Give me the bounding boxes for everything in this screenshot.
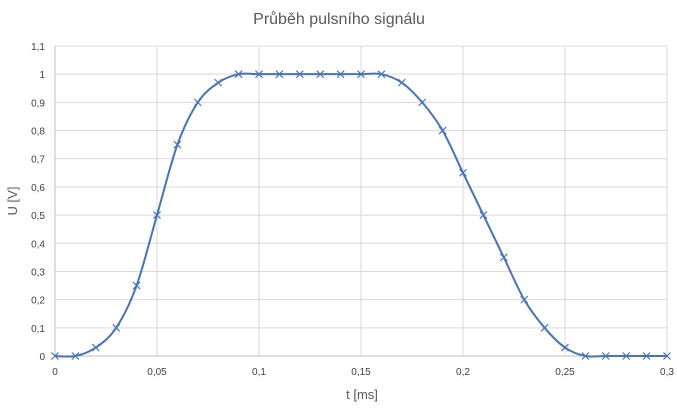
- data-point: [459, 168, 467, 177]
- data-point: [601, 352, 610, 360]
- data-point-stroke: [561, 343, 569, 352]
- y-tick-label: 1,1: [31, 42, 45, 53]
- data-point: [112, 323, 121, 332]
- data-point-stroke: [91, 343, 100, 352]
- data-point: [214, 78, 223, 87]
- y-tick-label: 0,2: [31, 296, 45, 307]
- data-point: [173, 140, 182, 149]
- data-point-stroke: [112, 323, 121, 332]
- data-point: [357, 70, 365, 79]
- x-tick-label: 0,2: [456, 367, 470, 378]
- data-point-stroke: [479, 211, 488, 220]
- data-point: [336, 70, 345, 79]
- data-point: [91, 343, 100, 352]
- x-tick-label: 0,25: [555, 367, 575, 378]
- y-tick-label: 0,8: [31, 127, 45, 138]
- data-point: [540, 323, 549, 332]
- data-point-stroke: [295, 70, 304, 79]
- data-point: [397, 78, 406, 87]
- data-point-stroke: [663, 352, 671, 360]
- y-tick-label: 0,3: [31, 267, 45, 278]
- data-point-stroke: [418, 98, 427, 107]
- data-point: [622, 352, 631, 360]
- data-point: [642, 352, 651, 360]
- data-point-stroke: [71, 352, 80, 360]
- data-point-stroke: [173, 140, 182, 149]
- data-point: [153, 211, 161, 220]
- data-point: [71, 352, 80, 360]
- data-point: [132, 281, 141, 290]
- x-tick-labels: 0 0,05 0,1 0,15 0,2 0,25 0,3: [52, 367, 674, 378]
- x-tick-label: 0,15: [351, 367, 371, 378]
- data-point-stroke: [377, 70, 386, 79]
- y-tick-label: 1: [39, 70, 45, 81]
- data-point-stroke: [357, 70, 365, 79]
- data-point-stroke: [642, 352, 651, 360]
- data-point-stroke: [275, 70, 284, 79]
- data-point-stroke: [581, 352, 590, 360]
- y-tick-labels: 0 0,1 0,2 0,3 0,4 0,5 0,6 0,7 0,8 0,9 1 1,1: [31, 42, 45, 363]
- x-axis-label: t [ms]: [346, 387, 378, 402]
- y-tick-label: 0,4: [31, 239, 45, 250]
- y-tick-label: 0,5: [31, 211, 45, 222]
- y-tick-label: 0,1: [31, 324, 45, 335]
- data-point: [316, 70, 325, 79]
- data-point: [295, 70, 304, 79]
- data-point-stroke: [193, 98, 202, 107]
- data-point: [499, 253, 508, 262]
- series-markers: [51, 70, 671, 360]
- x-tick-label: 0,3: [660, 367, 674, 378]
- data-point-stroke: [499, 253, 508, 262]
- data-point: [275, 70, 284, 79]
- y-tick-label: 0,6: [31, 183, 45, 194]
- data-point: [51, 352, 59, 360]
- y-tick-label: 0,7: [31, 155, 45, 166]
- data-point: [377, 70, 386, 79]
- data-point-stroke: [132, 281, 141, 290]
- data-point: [234, 70, 243, 79]
- data-point: [193, 98, 202, 107]
- data-point-stroke: [622, 352, 631, 360]
- data-point: [479, 211, 488, 220]
- data-point: [418, 98, 427, 107]
- y-tick-label: 0,9: [31, 98, 45, 109]
- data-point-stroke: [153, 211, 161, 220]
- data-point: [255, 70, 263, 79]
- data-point-stroke: [601, 352, 610, 360]
- x-tick-label: 0,05: [147, 367, 167, 378]
- data-point-stroke: [397, 78, 406, 87]
- data-point-stroke: [234, 70, 243, 79]
- y-tick-label: 0: [39, 352, 45, 363]
- data-point-stroke: [51, 352, 59, 360]
- data-point: [520, 295, 529, 304]
- y-axis-label: U [V]: [5, 187, 20, 216]
- data-point: [581, 352, 590, 360]
- data-point-stroke: [540, 323, 549, 332]
- data-point: [663, 352, 671, 360]
- chart-title: Průběh pulsního signálu: [253, 10, 425, 28]
- data-point-stroke: [316, 70, 325, 79]
- data-point: [438, 126, 447, 135]
- data-point-stroke: [438, 126, 447, 135]
- x-tick-label: 0: [52, 367, 58, 378]
- data-point-stroke: [459, 168, 467, 177]
- data-point-stroke: [520, 295, 529, 304]
- data-point-stroke: [336, 70, 345, 79]
- data-point-stroke: [255, 70, 263, 79]
- x-tick-label: 0,1: [252, 367, 266, 378]
- data-point: [561, 343, 569, 352]
- data-point-stroke: [214, 78, 223, 87]
